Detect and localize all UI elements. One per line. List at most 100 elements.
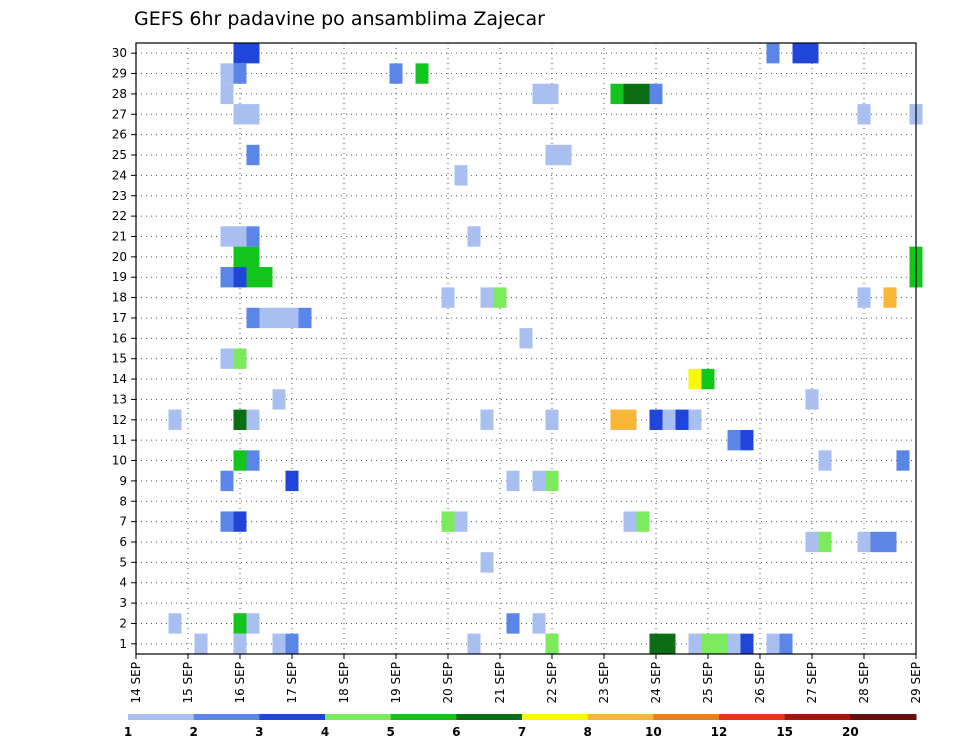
heatmap-cell bbox=[623, 83, 637, 105]
heatmap-cell bbox=[896, 450, 910, 471]
heatmap-cell bbox=[818, 531, 832, 553]
y-tick-label: 15 bbox=[112, 352, 127, 366]
x-tick-label: 28 SEP bbox=[857, 662, 871, 704]
heatmap-cell bbox=[636, 83, 650, 105]
y-tick-label: 13 bbox=[112, 392, 127, 406]
heatmap-cell bbox=[857, 104, 871, 125]
y-tick-label: 12 bbox=[112, 413, 127, 427]
heatmap-cell bbox=[662, 633, 676, 654]
heatmap-cell bbox=[285, 470, 299, 492]
y-tick-label: 1 bbox=[119, 637, 127, 651]
y-tick-label: 22 bbox=[112, 209, 127, 223]
y-tick-label: 8 bbox=[119, 494, 127, 508]
heatmap-cell bbox=[883, 287, 897, 308]
heatmap-cell bbox=[233, 450, 247, 471]
heatmap-cell bbox=[766, 43, 780, 64]
heatmap-cell bbox=[246, 43, 260, 64]
heatmap-cell bbox=[220, 63, 234, 84]
colorbar-tick-label: 1 bbox=[124, 725, 132, 739]
heatmap-cell bbox=[220, 470, 234, 492]
heatmap-cell bbox=[298, 307, 312, 329]
heatmap-cell bbox=[532, 83, 546, 105]
heatmap-cell bbox=[649, 409, 663, 430]
heatmap-cell bbox=[246, 409, 260, 430]
heatmap-cell bbox=[857, 287, 871, 308]
heatmap-cell bbox=[701, 368, 715, 390]
heatmap-cell bbox=[857, 531, 871, 553]
colorbar-swatch bbox=[784, 714, 851, 720]
heatmap-cell bbox=[246, 267, 260, 288]
heatmap-cell bbox=[454, 165, 468, 186]
colorbar-swatch bbox=[325, 714, 392, 720]
heatmap-cell bbox=[545, 144, 559, 166]
y-tick-label: 28 bbox=[112, 87, 127, 101]
heatmap-cell bbox=[662, 409, 676, 430]
heatmap-cell bbox=[558, 144, 572, 166]
colorbar-tick-label: 4 bbox=[321, 725, 329, 739]
heatmap-cell bbox=[532, 470, 546, 492]
colorbar-tick-label: 3 bbox=[255, 725, 263, 739]
heatmap-cell bbox=[545, 83, 559, 105]
colorbar-tick-label: 2 bbox=[189, 725, 197, 739]
x-tick-label: 27 SEP bbox=[805, 662, 819, 704]
heatmap-cell bbox=[168, 613, 182, 634]
y-tick-label: 10 bbox=[112, 454, 127, 468]
heatmap-cell bbox=[246, 613, 260, 634]
y-tick-label: 26 bbox=[112, 128, 127, 142]
colorbar-swatch bbox=[390, 714, 457, 720]
heatmap-cell bbox=[233, 633, 247, 654]
heatmap-cell bbox=[727, 429, 741, 451]
colorbar-tick-label: 15 bbox=[776, 725, 793, 739]
heatmap-cell bbox=[259, 307, 273, 329]
heatmap-cell bbox=[233, 409, 247, 430]
heatmap-cell bbox=[220, 83, 234, 105]
colorbar-tick-label: 6 bbox=[452, 725, 460, 739]
heatmap-cells bbox=[168, 43, 923, 654]
y-tick-label: 6 bbox=[119, 535, 127, 549]
y-tick-label: 29 bbox=[112, 67, 127, 81]
heatmap-cell bbox=[233, 613, 247, 634]
x-tick-label: 24 SEP bbox=[649, 662, 663, 704]
y-tick-label: 14 bbox=[112, 372, 127, 386]
x-tick-label: 20 SEP bbox=[441, 662, 455, 704]
heatmap-cell bbox=[792, 43, 806, 64]
heatmap-cell bbox=[480, 287, 494, 308]
heatmap-cell bbox=[233, 63, 247, 84]
x-tick-label: 16 SEP bbox=[233, 662, 247, 704]
y-tick-label: 24 bbox=[112, 168, 127, 182]
heatmap-cell bbox=[454, 511, 468, 532]
x-tick-label: 25 SEP bbox=[701, 662, 715, 704]
colorbar-tick-label: 7 bbox=[518, 725, 526, 739]
heatmap-cell bbox=[285, 633, 299, 654]
x-tick-label: 18 SEP bbox=[337, 662, 351, 704]
heatmap-cell bbox=[805, 389, 819, 410]
heatmap-cell bbox=[545, 470, 559, 492]
colorbar-tick-label: 10 bbox=[645, 725, 662, 739]
y-tick-label: 21 bbox=[112, 229, 127, 243]
y-tick-labels: 1234567891011121314151617181920212223242… bbox=[112, 46, 136, 651]
heatmap-cell bbox=[805, 43, 819, 64]
x-tick-label: 21 SEP bbox=[493, 662, 507, 704]
heatmap-cell bbox=[649, 633, 663, 654]
heatmap-cell bbox=[285, 307, 299, 329]
heatmap-cell bbox=[467, 226, 481, 247]
heatmap-cell bbox=[194, 633, 208, 654]
y-tick-label: 3 bbox=[119, 596, 127, 610]
heatmap-cell bbox=[246, 307, 260, 329]
x-tick-label: 15 SEP bbox=[181, 662, 195, 704]
heatmap-cell bbox=[233, 43, 247, 64]
heatmap-cell bbox=[519, 328, 533, 349]
heatmap-cell bbox=[714, 633, 728, 654]
heatmap-cell bbox=[246, 226, 260, 247]
heatmap-cell bbox=[246, 144, 260, 166]
colorbar-swatch bbox=[522, 714, 589, 720]
y-tick-label: 17 bbox=[112, 311, 127, 325]
heatmap-cell bbox=[493, 287, 507, 308]
heatmap-cell bbox=[220, 348, 234, 369]
heatmap-cell bbox=[701, 633, 715, 654]
colorbar-swatch bbox=[587, 714, 654, 720]
heatmap-cell bbox=[441, 287, 455, 308]
heatmap-cell bbox=[480, 552, 494, 573]
colorbar-tick-label: 8 bbox=[583, 725, 591, 739]
